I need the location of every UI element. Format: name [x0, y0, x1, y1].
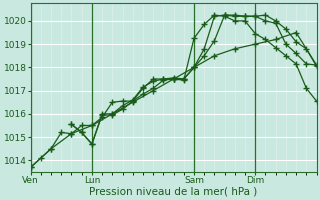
- X-axis label: Pression niveau de la mer( hPa ): Pression niveau de la mer( hPa ): [90, 187, 258, 197]
